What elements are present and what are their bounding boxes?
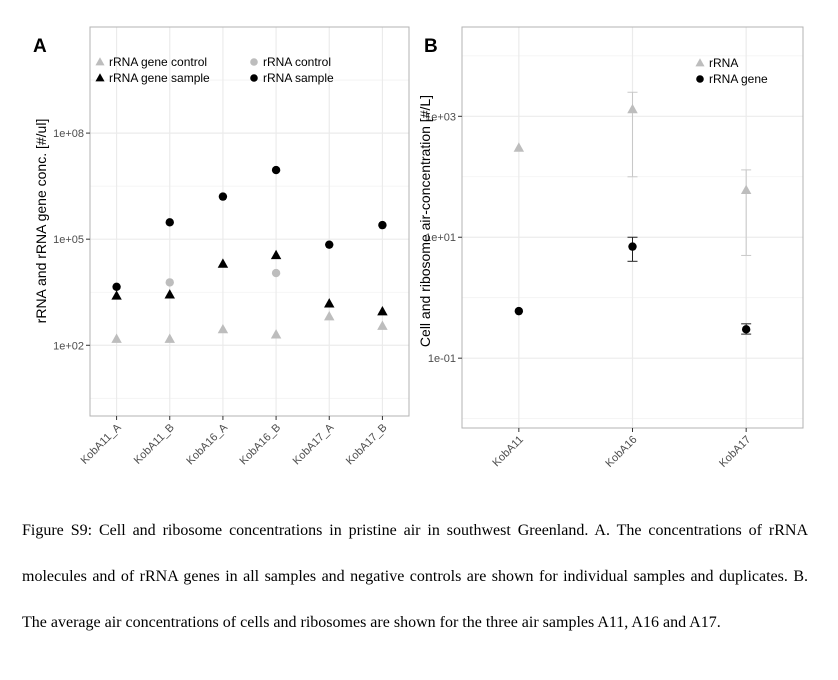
y-tick-label: 1e+02 [53,340,84,352]
data-point-circle [628,242,637,251]
x-tick-label: KobA16_B [238,422,284,468]
x-tick-label: KobA11_A [79,421,125,467]
x-tick-label: KobA11_B [132,422,177,467]
data-point-triangle [324,298,335,308]
y-tick-label: 1e+01 [425,232,456,244]
legend-label: rRNA sample [263,71,334,85]
y-axis-title: rRNA and rRNA gene conc. [#/ul] [33,119,49,324]
x-tick-label: KobA17_A [291,421,337,467]
y-axis-title: Cell and ribosome air-concentration [#/L… [417,95,433,347]
data-point-circle [514,306,524,316]
y-tick-label: 1e+05 [53,234,84,246]
data-point-circle [378,220,387,230]
data-point-circle [165,218,174,227]
legend-marker-triangle [695,58,705,67]
data-point-triangle [324,311,335,321]
legend-marker-circle [696,75,704,83]
data-point-triangle [217,258,229,268]
legend-marker-triangle [95,57,105,66]
data-point-triangle [377,306,388,316]
data-point-circle [271,165,281,175]
data-point-circle [271,268,281,278]
legend-label: rRNA gene control [109,55,207,69]
x-tick-label: KobA16_A [184,421,230,467]
data-point-circle [218,192,228,201]
data-point-triangle [111,290,122,300]
data-point-triangle [270,249,282,260]
data-point-circle [112,282,121,292]
panel-border [89,26,410,417]
legend-marker-circle [250,74,258,82]
x-tick-label: KobA16 [603,434,639,470]
data-point-triangle [217,323,229,334]
x-tick-label: KobA17_B [344,422,390,468]
data-point-triangle [164,289,175,299]
data-point-triangle [740,184,752,195]
y-tick-label: 1e+08 [53,128,84,140]
data-point-circle [165,278,174,287]
figure-caption: Figure S9: Cell and ribosome concentrati… [22,522,808,631]
legend-label: rRNA gene sample [109,71,210,85]
legend-label: rRNA gene [709,72,768,86]
legend-marker-circle [250,58,258,66]
data-point-circle [741,325,751,334]
legend-label: rRNA control [263,55,331,69]
data-point-triangle [627,103,638,114]
legend-marker-triangle [95,73,105,82]
panel-label: A [33,36,47,57]
panel-label: B [424,36,438,57]
panel-b: 1e-01 1e+01 1e+03 KobA11 KobA16 KobA17 Cell an… [417,26,804,470]
plot-area [90,27,409,416]
y-tick-label: 1e-01 [428,353,456,365]
data-point-triangle [377,320,388,330]
y-tick-label: 1e+03 [425,111,456,123]
data-point-triangle [111,333,122,343]
data-point-triangle [513,142,525,152]
data-point-triangle [164,333,175,343]
legend-label: rRNA [709,56,738,70]
x-tick-label: KobA17 [717,434,753,470]
x-tick-label: KobA11 [490,434,526,470]
data-point-triangle [270,329,282,339]
data-point-circle [325,240,334,249]
